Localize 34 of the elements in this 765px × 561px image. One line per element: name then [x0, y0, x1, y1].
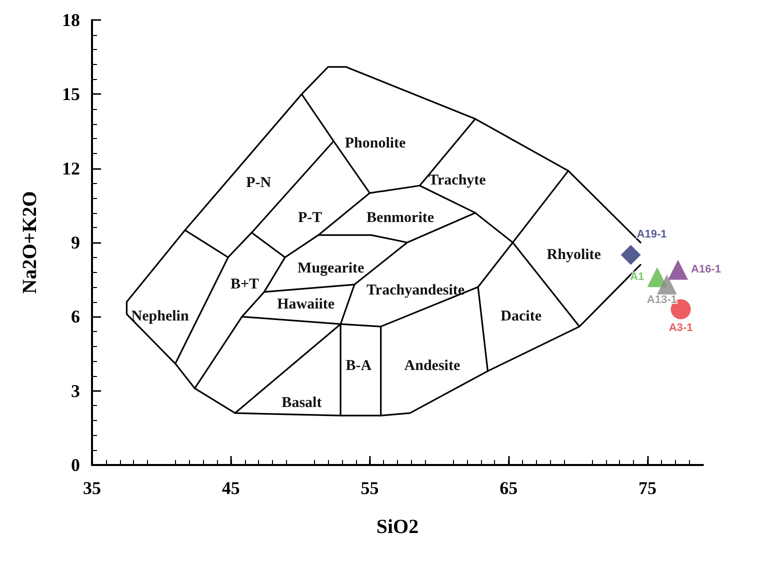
annotation: P-N	[246, 175, 272, 192]
x-tick-label: 35	[83, 478, 101, 498]
x-tick-label: 55	[360, 478, 379, 498]
y-tick-label: 6	[71, 306, 80, 327]
annotation: Nephelin	[131, 308, 190, 325]
series-label: A3-1	[668, 322, 693, 334]
annotation: Mugearite	[298, 260, 365, 276]
annotation: B+T	[230, 276, 260, 293]
annotation: Andesite	[404, 358, 460, 374]
y-tick-label: 3	[71, 380, 80, 401]
y-tick-label: 18	[62, 10, 80, 30]
annotation: Rhyolite	[546, 246, 602, 263]
series-label: A1	[630, 271, 644, 284]
y-tick-label: 12	[62, 158, 80, 178]
annotation: Phonolite	[344, 136, 406, 152]
y-axis-title: Na2O+K2O	[19, 191, 41, 294]
y-tick-label: 15	[62, 84, 80, 104]
y-tick-label: 0	[71, 455, 80, 475]
series-label: A19-1	[636, 228, 667, 240]
series-label: A16-1	[691, 264, 721, 276]
annotation: B-A	[346, 358, 372, 374]
y-tick-label: 9	[71, 232, 80, 252]
annotation: Benmorite	[366, 210, 434, 226]
x-tick-label: 75	[638, 478, 656, 498]
annotation: Hawaiite	[277, 296, 335, 312]
x-tick-label: 45	[222, 478, 240, 498]
annotation: Basalt	[282, 395, 322, 412]
annotation: Trachyandesite	[366, 282, 465, 299]
annotation: P-T	[298, 210, 322, 226]
annotation: Trachyte	[428, 172, 486, 189]
series-label: A13-1	[646, 294, 677, 306]
x-tick-label: 65	[500, 478, 518, 498]
annotation: Dacite	[500, 308, 542, 325]
x-axis-title: SiO2	[376, 516, 419, 538]
